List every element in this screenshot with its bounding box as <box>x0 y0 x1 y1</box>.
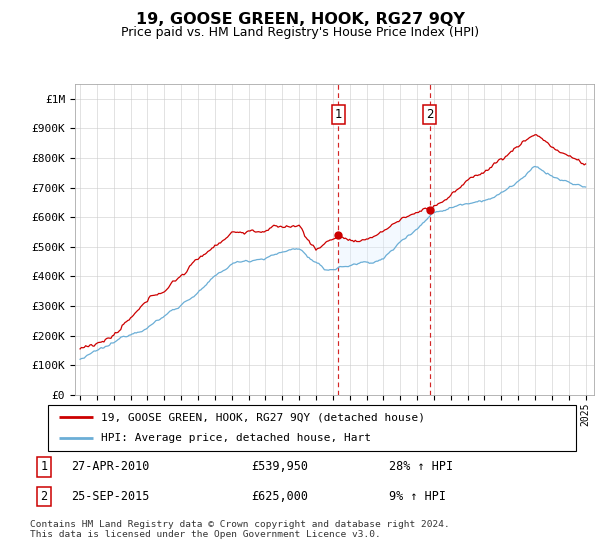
Text: 1: 1 <box>334 108 342 120</box>
Text: 27-APR-2010: 27-APR-2010 <box>71 460 150 473</box>
Text: £625,000: £625,000 <box>251 490 308 503</box>
Text: £539,950: £539,950 <box>251 460 308 473</box>
Text: 19, GOOSE GREEN, HOOK, RG27 9QY: 19, GOOSE GREEN, HOOK, RG27 9QY <box>136 12 464 27</box>
Text: Contains HM Land Registry data © Crown copyright and database right 2024.
This d: Contains HM Land Registry data © Crown c… <box>30 520 450 539</box>
Text: 19, GOOSE GREEN, HOOK, RG27 9QY (detached house): 19, GOOSE GREEN, HOOK, RG27 9QY (detache… <box>101 412 425 422</box>
Text: HPI: Average price, detached house, Hart: HPI: Average price, detached house, Hart <box>101 433 371 444</box>
Text: 9% ↑ HPI: 9% ↑ HPI <box>389 490 446 503</box>
Text: 25-SEP-2015: 25-SEP-2015 <box>71 490 150 503</box>
Text: Price paid vs. HM Land Registry's House Price Index (HPI): Price paid vs. HM Land Registry's House … <box>121 26 479 39</box>
Text: 28% ↑ HPI: 28% ↑ HPI <box>389 460 453 473</box>
Text: 1: 1 <box>40 460 47 473</box>
Text: 2: 2 <box>40 490 47 503</box>
Text: 2: 2 <box>426 108 433 120</box>
FancyBboxPatch shape <box>48 405 576 451</box>
